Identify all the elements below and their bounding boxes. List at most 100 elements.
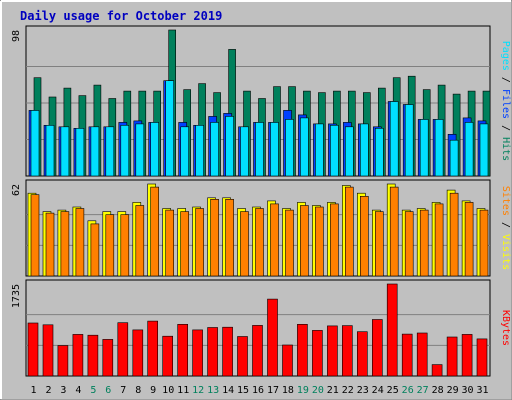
legend-separator: / xyxy=(500,119,511,137)
bar-sites-day-21 xyxy=(330,203,339,277)
bar-kbytes-day-2 xyxy=(42,324,54,377)
x-tick-label: 16 xyxy=(252,385,264,396)
bar-sites-day-10 xyxy=(165,209,174,277)
bar-kbytes-day-28 xyxy=(431,364,443,377)
bar-kbytes-day-15 xyxy=(237,336,248,377)
panel-visits-sites: 62 Sites / Visits xyxy=(11,179,511,277)
bar-sites-day-17 xyxy=(270,203,279,277)
bar-sites-day-11 xyxy=(180,211,189,277)
x-tick-label: 2 xyxy=(45,385,51,396)
bar-pages-day-9 xyxy=(150,122,159,177)
x-tick-label: 8 xyxy=(135,385,141,396)
bar-kbytes-day-25 xyxy=(386,283,398,377)
panel-hits-files-pages: 98 Pages / Files / Hits xyxy=(11,25,511,177)
bar-pages-day-4 xyxy=(75,128,85,177)
bar-kbytes-day-20 xyxy=(312,330,323,377)
bar-pages-day-8 xyxy=(135,123,145,177)
x-tick-label: 17 xyxy=(267,385,279,396)
x-tick-label: 3 xyxy=(60,385,66,396)
bar-sites-day-7 xyxy=(120,214,130,277)
legend-entry-files: Files xyxy=(500,89,511,119)
bar-kbytes-day-16 xyxy=(252,325,263,377)
bar-pages-day-2 xyxy=(45,125,55,177)
x-tick-label: 31 xyxy=(476,385,488,396)
bar-pages-day-1 xyxy=(30,110,40,177)
x-tick-label: 18 xyxy=(282,385,294,396)
bar-sites-day-18 xyxy=(285,209,294,277)
bar-sites-day-28 xyxy=(434,203,444,277)
bar-pages-day-27 xyxy=(419,119,429,177)
bar-sites-day-26 xyxy=(404,211,414,277)
x-tick-label: 14 xyxy=(222,385,234,396)
bar-pages-day-7 xyxy=(120,125,130,177)
bar-kbytes-day-21 xyxy=(327,325,338,377)
bar-sites-day-31 xyxy=(479,209,489,277)
axis-legend: KBytes xyxy=(500,310,511,346)
x-tick-label: 12 xyxy=(192,385,204,396)
bar-sites-day-14 xyxy=(225,199,234,277)
axis-legend: Sites / Visits xyxy=(500,186,511,270)
bar-pages-day-16 xyxy=(255,122,264,177)
x-tick-label: 21 xyxy=(327,385,339,396)
bar-kbytes-day-5 xyxy=(87,334,99,377)
bar-kbytes-day-10 xyxy=(162,335,173,377)
bar-kbytes-day-7 xyxy=(117,322,129,377)
bar-sites-day-22 xyxy=(344,186,354,277)
legend-entry-sites: Sites xyxy=(500,186,511,216)
bar-pages-day-21 xyxy=(330,125,339,177)
bar-sites-day-13 xyxy=(210,199,219,277)
bar-pages-day-31 xyxy=(479,123,489,177)
bar-kbytes-day-9 xyxy=(147,320,158,377)
bar-kbytes-day-29 xyxy=(446,336,458,377)
x-tick-label: 26 xyxy=(402,385,414,396)
bar-pages-day-14 xyxy=(225,116,234,177)
x-tick-label: 6 xyxy=(105,385,111,396)
chart-title: Daily usage for October 2019 xyxy=(20,9,222,23)
bar-sites-day-15 xyxy=(240,211,249,277)
bar-kbytes-day-19 xyxy=(297,323,308,377)
bar-kbytes-day-27 xyxy=(416,332,428,377)
bar-sites-day-30 xyxy=(464,202,474,277)
bar-kbytes-day-1 xyxy=(27,322,39,377)
bar-sites-day-6 xyxy=(105,214,115,277)
x-tick-label: 27 xyxy=(417,385,429,396)
bar-pages-day-25 xyxy=(389,101,399,177)
bar-kbytes-day-14 xyxy=(222,326,233,377)
bar-pages-day-20 xyxy=(315,123,324,177)
legend-entry-kbytes: KBytes xyxy=(500,310,511,346)
bar-sites-day-1 xyxy=(30,194,40,277)
bar-kbytes-day-8 xyxy=(132,329,144,377)
bar-sites-day-23 xyxy=(359,196,369,277)
bar-sites-day-24 xyxy=(374,211,384,277)
bar-sites-day-4 xyxy=(75,208,85,277)
bar-kbytes-day-18 xyxy=(282,344,293,377)
y-max-label: 62 xyxy=(11,184,22,196)
x-tick-label: 1 xyxy=(30,385,36,396)
bar-pages-day-17 xyxy=(270,122,279,177)
bar-kbytes-day-24 xyxy=(371,319,383,377)
bar-sites-day-27 xyxy=(419,209,429,277)
x-tick-label: 20 xyxy=(312,385,324,396)
bar-sites-day-12 xyxy=(195,208,204,277)
legend-entry-visits: Visits xyxy=(500,234,511,270)
x-tick-label: 28 xyxy=(432,385,444,396)
x-tick-label: 30 xyxy=(461,385,473,396)
y-max-label: 1735 xyxy=(11,284,22,308)
bar-sites-day-16 xyxy=(255,208,264,277)
bar-pages-day-28 xyxy=(434,119,444,177)
bar-pages-day-15 xyxy=(240,126,249,177)
bar-sites-day-25 xyxy=(389,186,399,277)
bar-sites-day-3 xyxy=(60,211,70,277)
bar-kbytes-day-3 xyxy=(57,345,69,377)
bar-sites-day-9 xyxy=(150,186,159,277)
bar-sites-day-29 xyxy=(449,192,459,277)
bar-pages-day-18 xyxy=(285,119,294,177)
bar-pages-day-13 xyxy=(210,122,219,177)
bar-sites-day-2 xyxy=(45,212,55,277)
bar-kbytes-day-23 xyxy=(356,331,368,377)
bar-pages-day-12 xyxy=(195,125,204,177)
bar-pages-day-24 xyxy=(374,128,384,177)
bar-kbytes-day-26 xyxy=(401,333,413,377)
bar-kbytes-day-30 xyxy=(461,334,473,377)
